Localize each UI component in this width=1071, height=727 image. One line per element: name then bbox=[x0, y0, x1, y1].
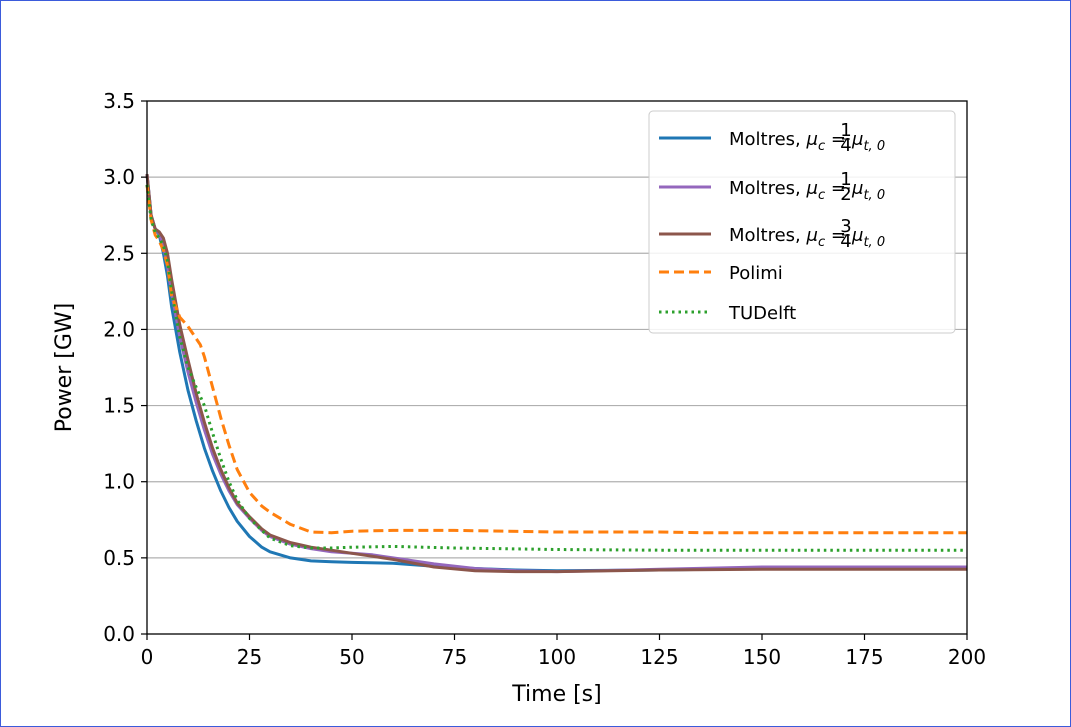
x-tick-label: 125 bbox=[640, 645, 678, 669]
legend-fraction-numerator: 1 bbox=[840, 169, 851, 190]
legend-fraction-numerator: 3 bbox=[840, 216, 851, 237]
legend-label-tail: μt, 0 bbox=[851, 178, 885, 203]
x-tick-label: 50 bbox=[339, 645, 364, 669]
legend-frame bbox=[648, 110, 956, 334]
y-tick-label: 0.5 bbox=[103, 546, 135, 570]
y-tick-label: 1.0 bbox=[103, 470, 135, 494]
series-line-3 bbox=[145, 184, 967, 535]
series-lines bbox=[145, 173, 967, 574]
legend-label: Polimi bbox=[729, 263, 783, 284]
y-tick-label: 3.5 bbox=[103, 89, 135, 113]
y-tick-label: 1.5 bbox=[103, 394, 135, 418]
x-tick-label: 0 bbox=[141, 645, 154, 669]
x-axis-label: Time [s] bbox=[511, 682, 601, 707]
x-tick-label: 25 bbox=[237, 645, 262, 669]
x-tick-label: 200 bbox=[948, 645, 986, 669]
legend-fraction-denominator: 2 bbox=[840, 184, 851, 205]
y-axis-label: Power [GW] bbox=[52, 303, 77, 432]
x-tick-label: 75 bbox=[442, 645, 467, 669]
legend-fraction-denominator: 4 bbox=[840, 135, 851, 156]
legend-label-tail: μt, 0 bbox=[851, 225, 885, 250]
axis-ticks: 0 25 50 75 100 125 150 175 200 0.0 0.5 1.0 1.5 2.0 2.5… bbox=[103, 89, 986, 669]
grid-lines bbox=[147, 176, 967, 559]
y-tick-label: 3.0 bbox=[103, 165, 135, 189]
legend-label-tail: μt, 0 bbox=[851, 129, 885, 154]
y-tick-label: 0.0 bbox=[103, 622, 135, 646]
x-tick-label: 150 bbox=[743, 645, 781, 669]
legend-label: Moltres, μc = bbox=[729, 178, 846, 203]
legend-label: Moltres, μc = bbox=[729, 129, 846, 154]
legend-fraction-denominator: 4 bbox=[840, 231, 851, 252]
x-tick-label: 175 bbox=[845, 645, 883, 669]
x-tick-label: 100 bbox=[538, 645, 576, 669]
y-tick-label: 2.5 bbox=[103, 241, 135, 265]
y-tick-label: 2.0 bbox=[103, 317, 135, 341]
legend-label: Moltres, μc = bbox=[729, 225, 846, 250]
legend-label: TUDelft bbox=[728, 303, 796, 324]
legend-fraction-numerator: 1 bbox=[840, 120, 851, 141]
